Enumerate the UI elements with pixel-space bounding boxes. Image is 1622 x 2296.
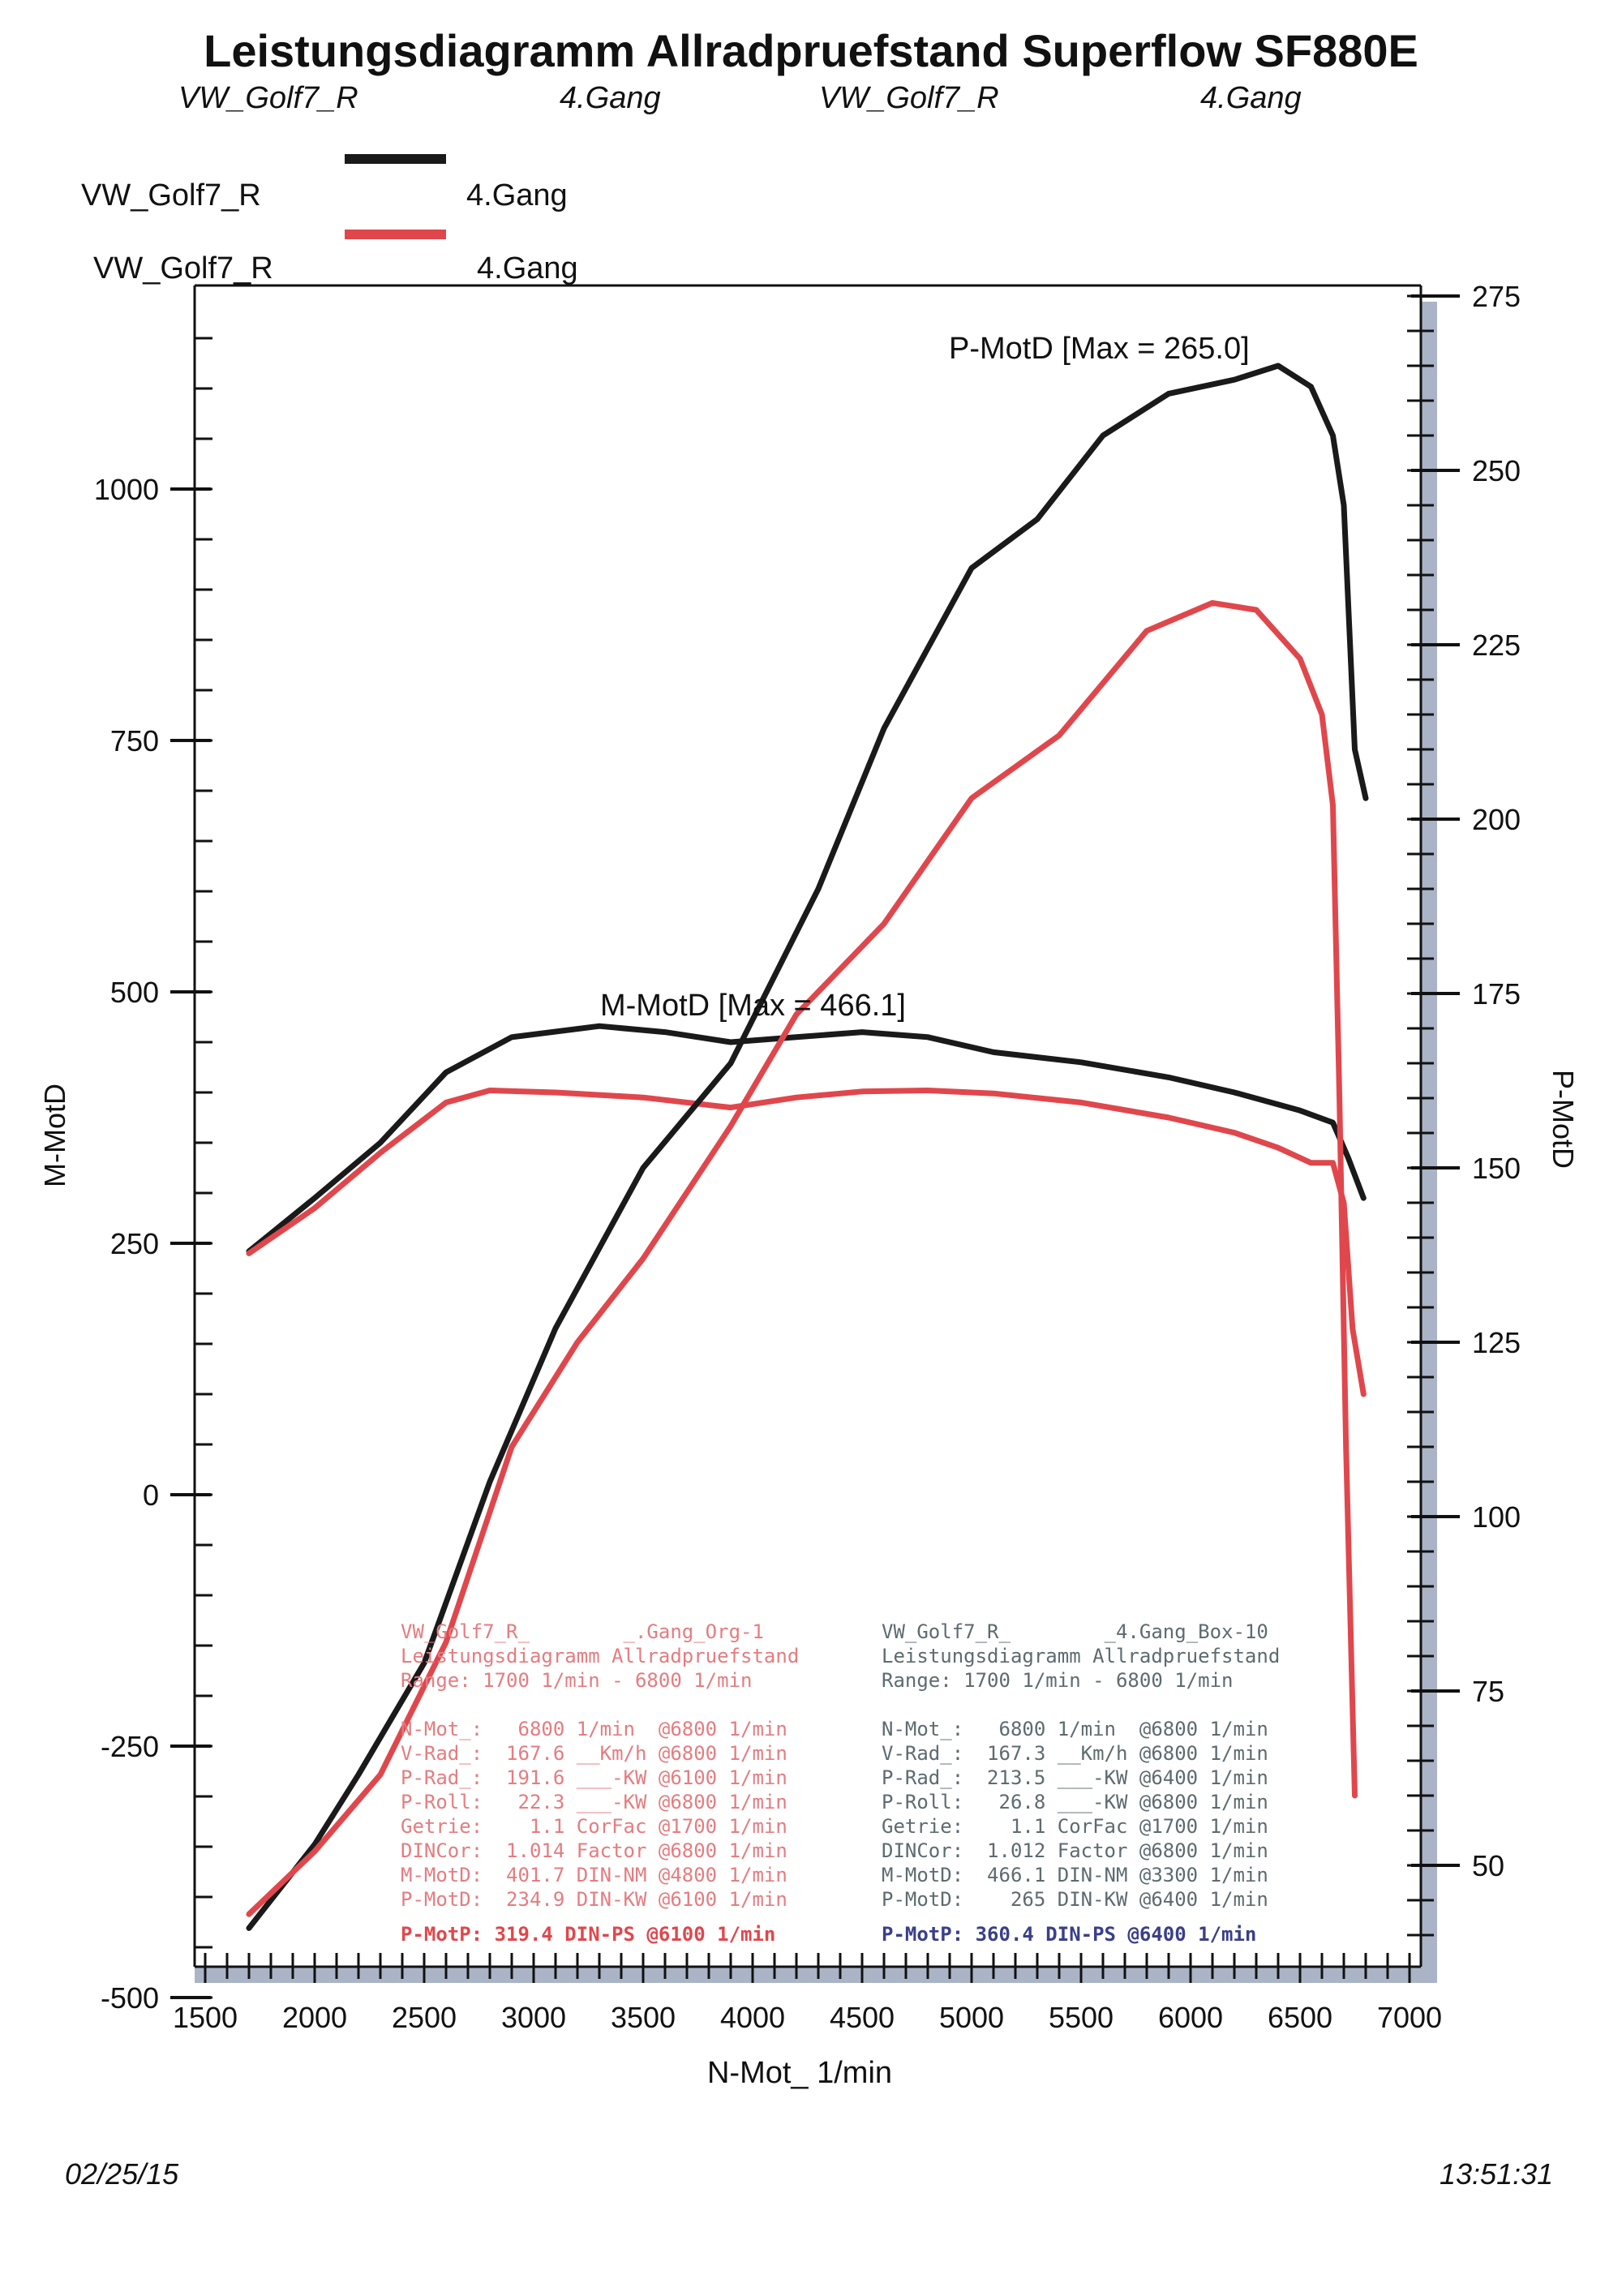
left-minor-ticks (195, 337, 212, 1999)
left-axis-label: M-MotD (38, 1084, 71, 1187)
left-tick-label: 250 (110, 1227, 159, 1260)
x-tick-label: 2500 (392, 2001, 457, 2034)
info-right-header: Leistungsdiagramm Allradpruefstand (882, 1645, 1280, 1667)
info-left-header: Range: 1700 1/min - 6800 1/min (401, 1669, 752, 1692)
info-left-row: Getrie: 1.1 CorFac @1700 1/min (401, 1815, 787, 1838)
footer-date: 02/25/15 (65, 2157, 179, 2191)
x-tick-label: 3500 (611, 2001, 676, 2034)
left-major-ticks (170, 487, 211, 1999)
info-right-row: V-Rad_: 167.3 __Km/h @6800 1/min (882, 1742, 1268, 1765)
x-tick-label: 7000 (1377, 2001, 1442, 2034)
info-left-row: P-MotD: 234.9 DIN-KW @6100 1/min (401, 1888, 787, 1911)
info-left-row: N-Mot_: 6800 1/min @6800 1/min (401, 1718, 787, 1740)
x-tick-label: 1500 (173, 2001, 238, 2034)
right-major-ticks (1411, 294, 1460, 1867)
left-tick-label: 1000 (94, 473, 159, 506)
info-left-summary: P-MotP: 319.4 DIN-PS @6100 1/min (401, 1923, 775, 1946)
x-tick-label: 5000 (939, 2001, 1004, 2034)
x-tick-label: 6500 (1268, 2001, 1332, 2034)
series-layer (246, 363, 1369, 1931)
x-tick-label: 3000 (501, 2001, 566, 2034)
left-tick-label: -500 (101, 1981, 159, 2015)
legend-swatch-red (345, 230, 446, 239)
x-tick-labels: 1500 2000 2500 3000 3500 4000 4500 5000 … (173, 2001, 1442, 2034)
x-tick-label: 2000 (282, 2001, 347, 2034)
right-tick-label: 250 (1472, 454, 1521, 487)
legend-label-1: VW_Golf7_R (81, 178, 261, 212)
info-right-row: M-MotD: 466.1 DIN-NM @3300 1/min (882, 1864, 1268, 1886)
legend-gear-1: 4.Gang (466, 178, 568, 212)
right-shadow (1421, 302, 1437, 1971)
footer-time: 13:51:31 (1440, 2157, 1554, 2191)
info-left-header: VW_Golf7_R_ _.Gang_Org-1 (401, 1620, 764, 1643)
torque-curve-red (246, 1088, 1367, 1397)
info-right-row: P-MotD: 265 DIN-KW @6400 1/min (882, 1888, 1268, 1911)
chart-title: Leistungsdiagramm Allradpruefstand Super… (204, 25, 1418, 76)
left-tick-labels: 1000 750 500 250 0 -250 -500 (94, 473, 159, 2015)
x-minor-ticks (204, 1953, 1411, 1983)
right-tick-label: 50 (1472, 1849, 1504, 1882)
x-axis-label: N-Mot_ 1/min (707, 2056, 892, 2090)
x-tick-label: 5500 (1049, 2001, 1114, 2034)
info-right-row: Getrie: 1.1 CorFac @1700 1/min (882, 1815, 1268, 1838)
torque-curve-black (246, 1023, 1367, 1255)
info-left-row: M-MotD: 401.7 DIN-NM @4800 1/min (401, 1864, 787, 1886)
right-tick-label: 100 (1472, 1500, 1521, 1534)
info-box-left: VW_Golf7_R_ _.Gang_Org-1 Leistungsdiagra… (401, 1620, 799, 1946)
info-right-row: DINCor: 1.012 Factor @6800 1/min (882, 1839, 1268, 1862)
power-curve-black (246, 363, 1369, 1931)
x-tick-label: 6000 (1158, 2001, 1223, 2034)
dyno-chart: 1500 2000 2500 3000 3500 4000 4500 5000 … (38, 280, 1580, 2090)
info-left-header: Leistungsdiagramm Allradpruefstand (401, 1645, 799, 1667)
x-tick-label: 4000 (720, 2001, 785, 2034)
subtitle-vehicle-1: VW_Golf7_R (178, 81, 358, 115)
legend-label-2: VW_Golf7_R (93, 251, 273, 285)
legend-swatch-black (345, 154, 446, 164)
left-tick-label: 750 (110, 724, 159, 757)
right-tick-labels: 275 250 225 200 175 150 125 100 75 50 (1472, 280, 1521, 1882)
info-right-header: Range: 1700 1/min - 6800 1/min (882, 1669, 1233, 1692)
left-tick-label: 500 (110, 976, 159, 1009)
subtitle-vehicle-2: VW_Golf7_R (819, 81, 999, 115)
torque-max-annotation: M-MotD [Max = 466.1] (600, 989, 906, 1023)
subtitle-gear-1: 4.Gang (560, 81, 661, 115)
left-tick-label: -250 (101, 1730, 159, 1763)
x-tick-label: 4500 (830, 2001, 895, 2034)
right-tick-label: 125 (1472, 1326, 1521, 1359)
info-box-right: VW_Golf7_R_ _4.Gang_Box-10 Leistungsdiag… (882, 1620, 1280, 1946)
right-axis-label: P-MotD (1547, 1070, 1580, 1169)
subtitle-gear-2: 4.Gang (1200, 81, 1302, 115)
bottom-shadow (195, 1967, 1437, 1983)
info-right-row: P-Rad_: 213.5 ___-KW @6400 1/min (882, 1766, 1268, 1789)
info-right-row: N-Mot_: 6800 1/min @6800 1/min (882, 1718, 1268, 1740)
right-tick-label: 75 (1472, 1675, 1504, 1708)
right-tick-label: 225 (1472, 629, 1521, 662)
left-tick-label: 0 (143, 1478, 159, 1512)
info-left-row: P-Rad_: 191.6 ___-KW @6100 1/min (401, 1766, 787, 1789)
info-left-row: DINCor: 1.014 Factor @6800 1/min (401, 1839, 787, 1862)
info-right-summary: P-MotP: 360.4 DIN-PS @6400 1/min (882, 1923, 1256, 1946)
info-right-row: P-Roll: 26.8 ___-KW @6800 1/min (882, 1791, 1268, 1813)
right-tick-label: 150 (1472, 1152, 1521, 1185)
right-tick-label: 275 (1472, 280, 1521, 313)
right-tick-label: 175 (1472, 977, 1521, 1011)
info-right-header: VW_Golf7_R_ _4.Gang_Box-10 (882, 1620, 1268, 1643)
power-max-annotation: P-MotD [Max = 265.0] (949, 332, 1250, 366)
power-curve-red (246, 599, 1358, 1917)
info-left-row: P-Roll: 22.3 ___-KW @6800 1/min (401, 1791, 787, 1813)
right-tick-label: 200 (1472, 803, 1521, 836)
info-left-row: V-Rad_: 167.6 __Km/h @6800 1/min (401, 1742, 787, 1765)
legend-gear-2: 4.Gang (477, 251, 578, 285)
